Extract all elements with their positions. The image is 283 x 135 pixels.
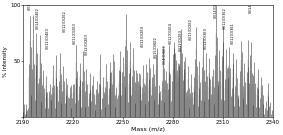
Text: (B)11(O)2E3: (B)11(O)2E3: [73, 22, 77, 43]
Text: (B)4(O)6E3: (B)4(O)6E3: [162, 44, 166, 64]
X-axis label: Mass (m/z): Mass (m/z): [131, 126, 165, 131]
Text: (B)11(O)2E2: (B)11(O)2E2: [189, 18, 193, 40]
Text: (B)11(O)4E3: (B)11(O)4E3: [46, 27, 50, 49]
Text: (B)12(O)3E1: (B)12(O)3E1: [231, 22, 235, 43]
Text: (B)14(O)4E2: (B)14(O)4E2: [36, 7, 40, 29]
Text: (B)12(O)2E1: (B)12(O)2E1: [28, 0, 32, 10]
Text: (B)14(O)3E3: (B)14(O)3E3: [204, 27, 208, 49]
Text: (B)12(O)2E3: (B)12(O)2E3: [84, 33, 88, 55]
Text: (B)14(O)3E1: (B)14(O)3E1: [214, 0, 218, 18]
Text: (B)11(O)2E4: (B)11(O)2E4: [141, 25, 145, 47]
Y-axis label: % Intensity: % Intensity: [3, 46, 8, 77]
Text: (B)14(O)2E1: (B)14(O)2E1: [249, 0, 253, 13]
Text: (B)15(O)6E2: (B)15(O)6E2: [154, 36, 158, 58]
Text: (B)12(O)2E4: (B)12(O)2E4: [117, 0, 122, 4]
Text: (B)12(O)3E2: (B)12(O)3E2: [222, 7, 226, 29]
Text: (B)12(O)2E2: (B)12(O)2E2: [63, 10, 67, 32]
Text: (B)12(O)2E3: (B)12(O)2E3: [179, 29, 183, 51]
Text: (B)12(O)2E4: (B)12(O)2E4: [169, 22, 173, 43]
